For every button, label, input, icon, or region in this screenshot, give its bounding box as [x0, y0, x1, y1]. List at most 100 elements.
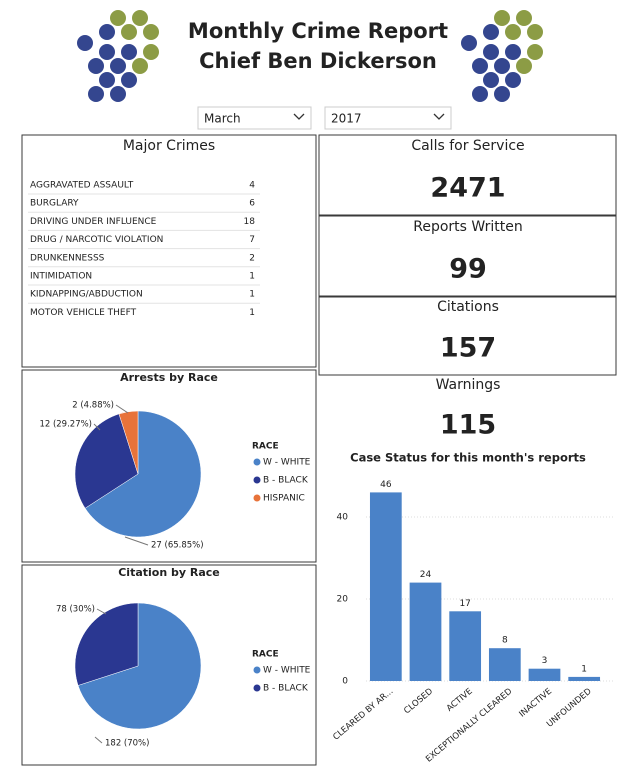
leader-line: [115, 404, 129, 414]
bar-value-label: 24: [420, 570, 432, 580]
major-crimes-panel: [21, 134, 317, 368]
legend-label: B - BLACK: [263, 476, 309, 486]
legend-swatch: [253, 666, 261, 674]
logo-dot: [88, 58, 104, 74]
crime-name: BURGLARY: [30, 199, 79, 209]
bar: [528, 668, 561, 681]
report-title: Monthly Crime Report: [188, 19, 448, 43]
leader-line: [94, 736, 103, 744]
bar: [449, 611, 482, 681]
crime-count: 4: [249, 181, 255, 191]
y-tick-label: 20: [337, 595, 349, 605]
pie-slice: [118, 410, 139, 475]
logo-dot: [110, 10, 126, 26]
panel-title: Major Crimes: [123, 138, 215, 154]
kpi-label: Calls for Service: [411, 138, 524, 154]
crime-count: 7: [249, 235, 255, 245]
logo-dot: [494, 58, 510, 74]
leader-line: [93, 423, 101, 431]
logo-dot: [483, 24, 499, 40]
data-label: 2 (4.88%): [72, 401, 114, 411]
kpi-label: Citations: [437, 299, 499, 315]
legend-title: RACE: [252, 650, 279, 660]
bar: [409, 582, 442, 681]
logo-dot: [505, 72, 521, 88]
bar-value-label: 3: [542, 656, 548, 666]
legend-label: HISPANIC: [263, 494, 305, 504]
logo-dot: [121, 44, 137, 60]
bar: [369, 492, 402, 681]
crime-count: 2: [249, 253, 255, 263]
logo-dot: [143, 24, 159, 40]
crime-count: 1: [249, 308, 255, 318]
chart-title: Citation by Race: [118, 566, 220, 579]
crime-name: AGGRAVATED ASSAULT: [30, 181, 134, 191]
bar-value-label: 1: [581, 664, 587, 674]
data-label: 182 (70%): [105, 739, 149, 749]
logo-dot: [99, 24, 115, 40]
logo-dot: [505, 44, 521, 60]
data-label: 78 (30%): [56, 605, 95, 615]
bar-value-label: 8: [502, 636, 508, 646]
chevron: [293, 113, 305, 120]
logo-dot: [527, 24, 543, 40]
bar-value-label: 46: [380, 480, 392, 490]
logo-dot: [121, 24, 137, 40]
logo-dot: [472, 86, 488, 102]
legend-swatch: [253, 476, 261, 484]
chart-title: Arrests by Race: [120, 371, 218, 384]
pie-slice: [74, 413, 139, 509]
logo-dot: [516, 10, 532, 26]
logo-dot: [494, 86, 510, 102]
crime-name: INTIMIDATION: [30, 272, 92, 282]
chevron: [433, 113, 445, 120]
legend-label: W - WHITE: [263, 666, 311, 676]
crime-count: 6: [249, 199, 255, 209]
crime-name: DRUNKENNESSS: [30, 253, 105, 263]
bar: [488, 648, 521, 681]
bar: [568, 676, 601, 681]
logo-dot: [110, 86, 126, 102]
kpi-panel: [318, 134, 617, 216]
kpi-panel: [318, 215, 617, 297]
crime-name: MOTOR VEHICLE THEFT: [30, 308, 137, 318]
leader-line: [124, 536, 149, 546]
crime-name: DRUG / NARCOTIC VIOLATION: [30, 235, 163, 245]
month-dropdown[interactable]: [197, 106, 312, 130]
logo-dot: [132, 58, 148, 74]
logo-dot: [461, 35, 477, 51]
crime-count: 1: [249, 290, 255, 300]
chart-title: Case Status for this month's reports: [350, 451, 586, 465]
logo-dot: [494, 10, 510, 26]
arrests-panel: [21, 369, 317, 563]
legend-title: RACE: [252, 442, 279, 452]
logo-dot: [99, 44, 115, 60]
x-tick-label: ACTIVE: [445, 687, 475, 714]
leader-line: [96, 608, 107, 615]
logo-dot: [77, 35, 93, 51]
data-label: 27 (65.85%): [151, 541, 204, 551]
bar-value-label: 17: [459, 599, 470, 609]
report-subtitle: Chief Ben Dickerson: [199, 49, 437, 73]
legend-label: B - BLACK: [263, 684, 309, 694]
x-tick-label: INACTIVE: [517, 687, 554, 720]
logo-dot: [132, 10, 148, 26]
data-label: 12 (29.27%): [39, 420, 92, 430]
y-tick-label: 0: [342, 677, 348, 687]
logo-dot: [121, 72, 137, 88]
year-dropdown[interactable]: [324, 106, 452, 130]
logo-dot: [143, 44, 159, 60]
logo-dot: [505, 24, 521, 40]
logo-dot: [110, 58, 126, 74]
kpi-label: Reports Written: [413, 219, 522, 235]
logo-dot: [99, 72, 115, 88]
logo-dot: [472, 58, 488, 74]
kpi-value: 157: [440, 333, 496, 364]
x-tick-label: CLOSED: [402, 686, 435, 716]
logo-dot: [527, 44, 543, 60]
logo-dot: [483, 72, 499, 88]
legend-label: W - WHITE: [263, 458, 311, 468]
pie-slice: [74, 602, 139, 686]
